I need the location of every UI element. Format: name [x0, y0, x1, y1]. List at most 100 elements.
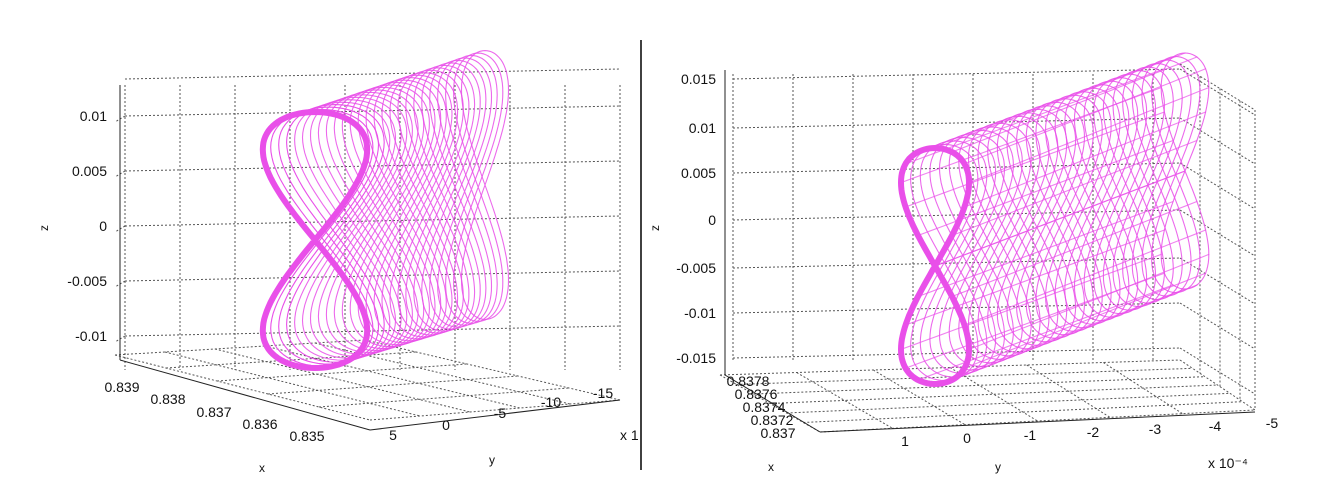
x-tick-label: 0.839 [104, 379, 139, 395]
z-tick-label: -0.015 [676, 350, 716, 366]
grid-line [769, 384, 1218, 404]
z-tick-label: -0.01 [684, 305, 716, 321]
curve-series [389, 72, 459, 338]
grid-line [216, 363, 468, 382]
curve-generator [951, 139, 1198, 237]
x-tick-label: 0.8374 [743, 399, 786, 415]
curve-generator [900, 87, 1162, 184]
curve-series [349, 84, 430, 348]
grid-line [124, 105, 621, 117]
grid-line [1026, 364, 1111, 418]
z-axis-label: z [648, 225, 662, 231]
curve-series [421, 62, 481, 330]
left-plot: 0.01 0.005 0 -0.005 -0.01 z 0.839 0.838 0.837 0.8… [37, 50, 639, 475]
y-axis [369, 399, 621, 431]
curve-generator [951, 56, 1198, 153]
grid-line [732, 302, 1181, 314]
curve-generator [963, 111, 1207, 208]
left-curve-family [259, 50, 510, 372]
curve-generator [963, 272, 1207, 369]
curve-series [429, 59, 487, 328]
x-tick-label: 0.837 [196, 404, 231, 420]
x-tick-label: 0.837 [760, 425, 795, 441]
grid-line [732, 347, 1181, 359]
grid-line [1179, 63, 1256, 111]
curve-series [270, 108, 374, 367]
grid-line [719, 374, 821, 433]
grid-line [114, 339, 366, 356]
curve-series [301, 99, 397, 359]
grid-line [949, 367, 1038, 422]
z-tick-label: 0.01 [689, 120, 716, 136]
y-axis-label: y [995, 460, 1001, 474]
y-tick-label: -5 [494, 405, 507, 421]
curve-front [259, 108, 371, 372]
grid-line [314, 342, 571, 405]
grid-line [1179, 162, 1256, 210]
z-tick-label: -0.005 [676, 260, 716, 276]
left-tick-labels: 0.01 0.005 0 -0.005 -0.01 z 0.839 0.838 0.837 0.8… [37, 108, 639, 475]
curve-series [373, 77, 447, 342]
z-tick-label: -0.005 [67, 273, 107, 289]
grid-line [873, 369, 966, 426]
grid-line [1179, 68, 1256, 116]
y-tick-label: -10 [541, 394, 561, 410]
x-axis-label: x [768, 460, 774, 474]
y-tick-label: 0 [442, 417, 450, 433]
curve-generator [951, 200, 1198, 298]
curve-generator [934, 288, 1186, 385]
curve-series [333, 89, 419, 352]
curve-front [897, 144, 973, 388]
y-tick-label: -4 [1209, 418, 1222, 434]
grid-line [124, 325, 621, 337]
z-tick-label: 0.005 [72, 163, 107, 179]
curve-series [460, 50, 510, 320]
z-tick-label: 0 [708, 212, 716, 228]
y-tick-label: -3 [1149, 421, 1162, 437]
left-grid [114, 68, 621, 431]
x-tick-label: 0.835 [289, 428, 324, 444]
curve-generator [934, 52, 1186, 149]
y-axis-label: y [489, 453, 495, 467]
y-tick-label: -1 [1024, 427, 1037, 443]
grid-line [165, 351, 417, 369]
grid-line [124, 68, 621, 80]
grid-line [124, 215, 621, 227]
curve-generator [905, 229, 1165, 326]
x-tick-label: 0.8376 [735, 386, 778, 402]
z-tick-label: 0.01 [80, 108, 107, 124]
grid-line [369, 399, 621, 421]
grid-line [1179, 209, 1256, 257]
right-tick-labels: 0.0150.010.0050-0.005-0.01-0.015z0.83780… [648, 71, 1278, 474]
grid-line [1179, 257, 1256, 305]
x-axis [724, 374, 821, 433]
x-tick-label: 0.8372 [751, 412, 794, 428]
curve-generator [968, 253, 1210, 350]
curve-generator [905, 272, 1165, 369]
grid-line [1179, 302, 1256, 350]
y-tick-label: 1 [901, 433, 909, 449]
curve-generator [917, 284, 1174, 381]
curve-generator [905, 111, 1165, 208]
x-tick-label: 0.836 [242, 416, 277, 432]
grid-line [1179, 359, 1256, 411]
grid-line [124, 160, 621, 172]
y-tick-label: -15 [593, 385, 613, 401]
z-axis-label: z [37, 225, 51, 231]
curve-series [381, 74, 453, 340]
right-plot: 0.0150.010.0050-0.005-0.01-0.015z0.83780… [648, 52, 1278, 474]
grid-line [1179, 117, 1256, 165]
y-exponent-label: x 1 [620, 427, 639, 443]
curve-series [397, 69, 464, 336]
z-tick-label: 0.015 [681, 71, 716, 87]
grid-line [732, 68, 1181, 80]
grid-line [267, 375, 519, 395]
right-grid [719, 63, 1256, 433]
grid-line [1179, 347, 1256, 395]
curve-generator [934, 170, 1186, 267]
grid-line [364, 339, 621, 401]
grid-line [318, 387, 570, 408]
z-tick-label: 0.005 [681, 165, 716, 181]
x-axis [119, 359, 371, 431]
